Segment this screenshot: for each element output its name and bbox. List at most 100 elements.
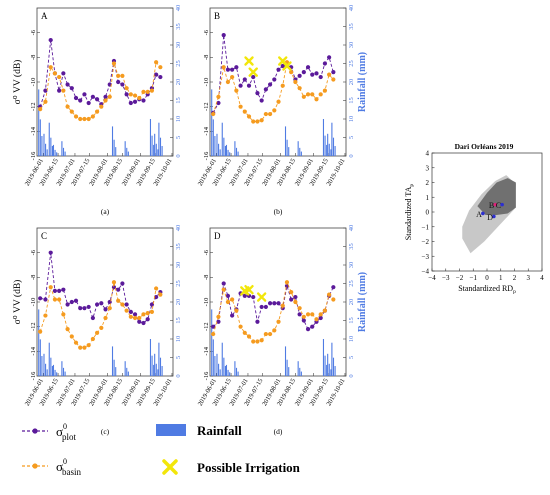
legend-plot-marker: [32, 428, 38, 434]
point-plot: [48, 250, 53, 255]
point-basin: [251, 339, 256, 344]
point-basin: [310, 312, 315, 317]
point-basin: [305, 312, 311, 317]
panel-caption: (b): [274, 207, 283, 216]
panel-letter: D: [214, 231, 221, 241]
point-plot: [318, 74, 323, 80]
rain-bar: [227, 149, 229, 156]
scatter-y-label-sub: p: [409, 184, 415, 187]
scatter-y-tick-label: −3: [422, 253, 430, 261]
rain-bar: [54, 149, 56, 156]
point-plot: [293, 294, 298, 300]
y-left-tick-label: -12: [30, 322, 37, 331]
point-basin: [137, 95, 142, 101]
rain-bar: [224, 146, 227, 156]
legend-irrigation-label: Possible Irrigation: [197, 460, 301, 475]
rain-bar: [324, 135, 326, 156]
scatter-x-tick-label: 3: [527, 274, 531, 282]
rain-bar: [41, 356, 43, 376]
point-plot: [251, 74, 256, 80]
rain-bar: [332, 357, 335, 376]
y-right-tick-label: 25: [348, 60, 355, 67]
legend-plot-sub: plot: [62, 432, 77, 442]
point-basin: [154, 286, 159, 291]
rain-bar: [235, 147, 238, 156]
y-right-tick-label: 10: [175, 336, 182, 343]
rain-bar: [237, 151, 239, 156]
panel-D: D-16-14-12-10-8-605101520253035402019-06…: [197, 225, 368, 436]
point-basin: [99, 104, 104, 109]
y-right-tick-label: 0: [175, 154, 182, 157]
scatter-point-label: A: [476, 210, 482, 219]
point-plot: [61, 71, 66, 76]
scatter-x-tick-label: 4: [540, 274, 544, 282]
point-plot: [132, 99, 138, 104]
rain-bar: [234, 141, 236, 156]
point-basin: [86, 343, 91, 348]
rain-bar: [219, 149, 221, 156]
rain-bar: [39, 119, 41, 156]
rain-bar: [153, 144, 155, 156]
rain-bar: [124, 141, 126, 156]
point-basin: [116, 73, 121, 78]
rain-bar: [61, 141, 63, 156]
rain-bar: [64, 151, 66, 156]
y-right-tick-label: 35: [175, 243, 182, 250]
rain-bar: [62, 367, 65, 376]
rain-bar: [54, 369, 56, 376]
y-right-tick-label: 10: [348, 116, 355, 123]
point-plot: [61, 287, 66, 292]
point-plot: [297, 73, 302, 78]
rain-bar: [151, 355, 153, 376]
point-basin: [255, 339, 260, 344]
point-plot: [246, 83, 252, 88]
point-basin: [124, 86, 129, 91]
panel-letter: C: [41, 231, 47, 241]
panel-caption: (c): [101, 427, 110, 436]
rain-bar: [52, 144, 55, 156]
rain-bar: [56, 152, 58, 156]
point-basin: [82, 345, 87, 350]
rain-bar: [297, 141, 299, 156]
rain-bar: [111, 346, 114, 376]
point-plot: [103, 307, 108, 312]
point-plot: [48, 37, 53, 43]
panel-letter: A: [41, 11, 48, 21]
point-basin: [65, 327, 70, 332]
rain-bar: [127, 371, 129, 376]
point-plot: [86, 100, 91, 106]
y-left-tick-label: -8: [203, 55, 210, 60]
rain-bar: [326, 364, 328, 376]
point-plot: [225, 293, 231, 298]
y-right-tick-label: 15: [175, 317, 182, 324]
panel-caption: (d): [274, 427, 283, 436]
point-basin: [284, 280, 290, 285]
point-basin: [289, 70, 294, 75]
scatter-y-tick-label: −1: [422, 223, 430, 231]
point-basin: [116, 298, 121, 303]
point-basin: [73, 114, 79, 119]
point-plot: [238, 83, 243, 88]
point-basin: [234, 88, 239, 93]
point-plot: [272, 77, 277, 82]
scatter-point-label: B: [489, 201, 494, 210]
rain-bar: [284, 346, 287, 376]
point-plot: [78, 306, 83, 311]
point-basin: [48, 285, 53, 290]
point-plot: [221, 33, 226, 38]
scatter-x-label: Standardized RDp: [458, 284, 516, 295]
point-plot: [43, 297, 48, 302]
point-basin: [259, 338, 264, 343]
rain-bar: [221, 342, 223, 376]
rain-bar: [211, 309, 213, 376]
point-basin: [238, 324, 243, 329]
rain-bar: [48, 122, 50, 156]
rain-bar: [221, 122, 223, 156]
point-plot: [331, 285, 336, 290]
point-plot: [116, 79, 121, 85]
rain-bar: [149, 339, 152, 376]
y-right-tick-label: 20: [348, 299, 355, 306]
point-plot: [73, 95, 79, 101]
point-basin: [242, 109, 247, 114]
point-basin: [211, 111, 216, 117]
